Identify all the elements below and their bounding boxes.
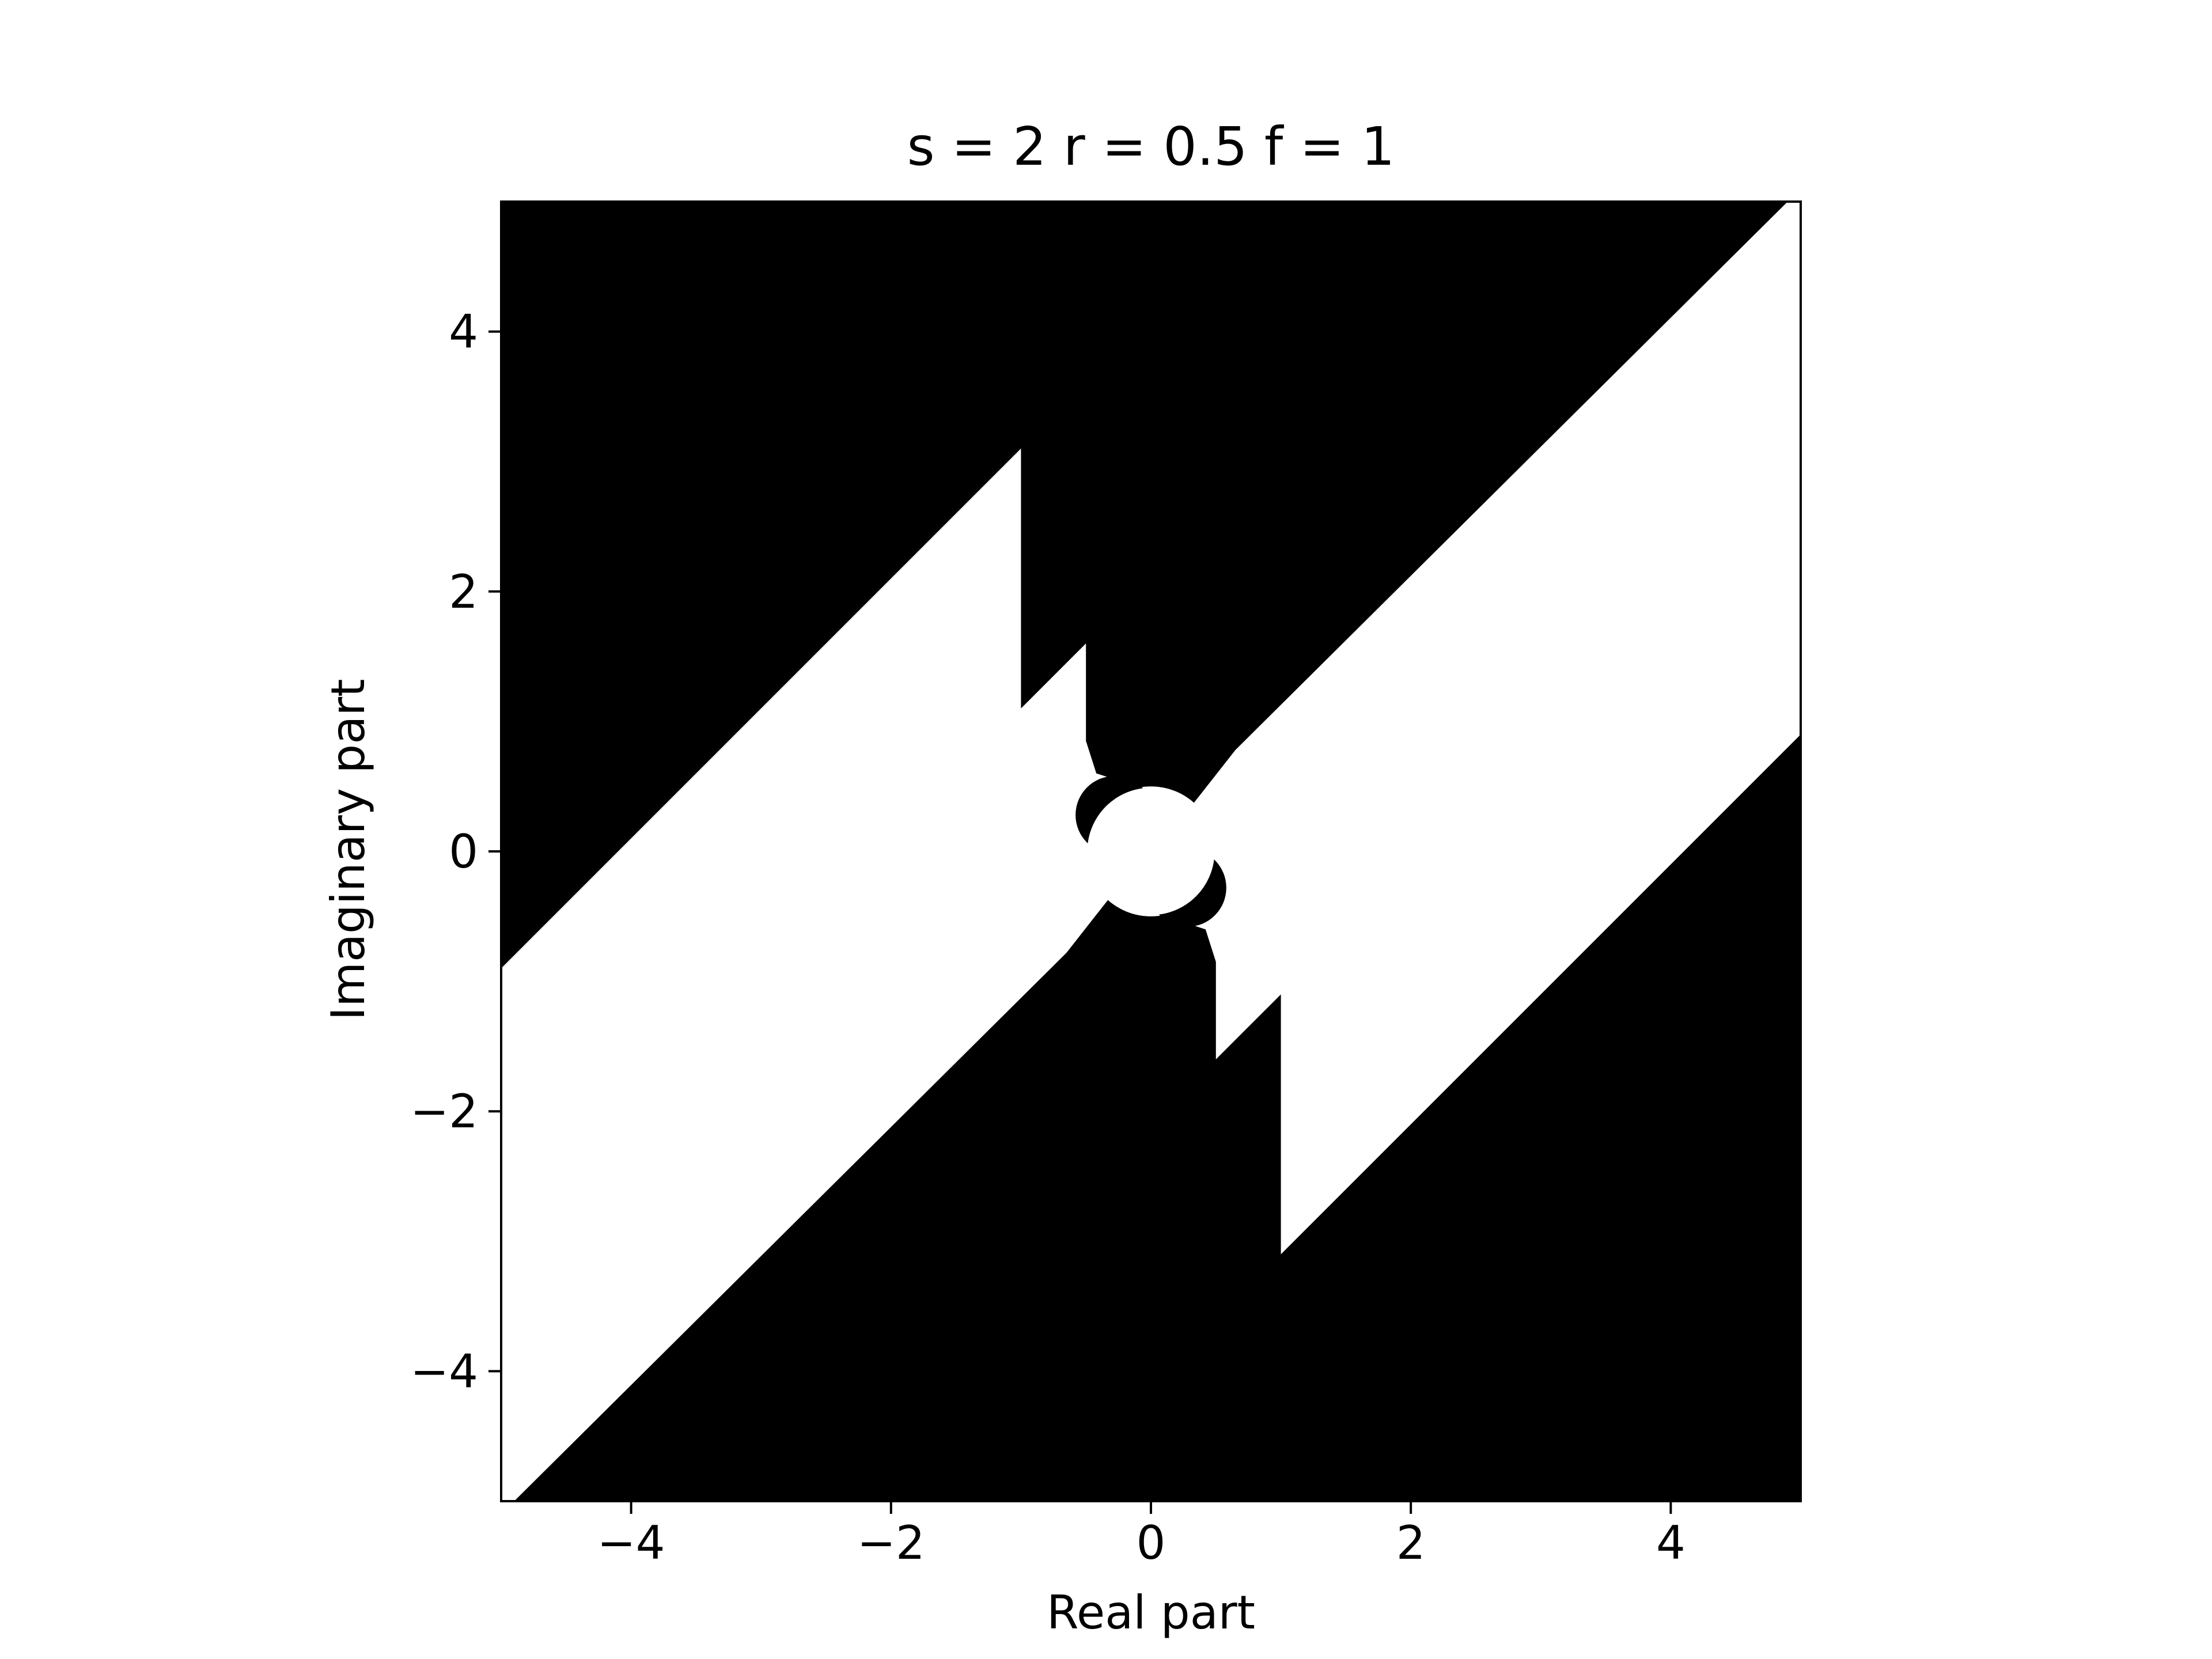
- x-tick-label: 4: [1656, 1516, 1685, 1570]
- x-tick-label: 2: [1396, 1516, 1426, 1570]
- x-axis-ticks: −4 −2 0 2 4: [597, 1501, 1685, 1570]
- x-tick-label: −4: [597, 1516, 665, 1570]
- plot-area: [500, 200, 1802, 1502]
- y-tick-label: 0: [449, 825, 478, 878]
- chart-title: s = 2 r = 0.5 f = 1: [907, 116, 1395, 177]
- x-axis-label: Real part: [1047, 1586, 1255, 1639]
- lower-black-region: [514, 734, 1801, 1501]
- y-tick-label: −2: [410, 1085, 478, 1138]
- y-axis-ticks: −4 −2 0 2 4: [410, 305, 501, 1398]
- x-tick-label: 0: [1137, 1516, 1166, 1570]
- y-tick-label: −4: [410, 1344, 478, 1398]
- y-tick-label: 4: [449, 305, 478, 359]
- inner-white-disc: [1087, 787, 1215, 915]
- plot-contents: [501, 202, 1801, 1501]
- upper-black-region: [501, 202, 1788, 968]
- y-tick-label: 2: [449, 565, 478, 619]
- y-axis-label: Imaginary part: [321, 679, 375, 1020]
- x-tick-label: −2: [857, 1516, 925, 1570]
